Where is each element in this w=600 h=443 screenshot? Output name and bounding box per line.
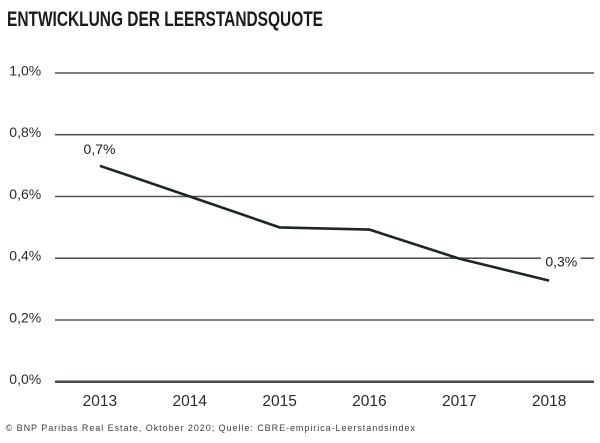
svg-text:2015: 2015 [262,393,296,410]
svg-text:0,8%: 0,8% [9,124,41,140]
svg-text:0,2%: 0,2% [9,309,41,325]
svg-text:2018: 2018 [532,393,566,410]
svg-text:0,4%: 0,4% [9,248,41,264]
svg-text:© BNP Paribas Real Estate, Okt: © BNP Paribas Real Estate, Oktober 2020;… [6,423,416,433]
svg-text:2017: 2017 [442,393,476,410]
svg-text:0,7%: 0,7% [84,141,116,157]
svg-text:2014: 2014 [173,393,208,410]
svg-text:ENTWICKLUNG DER LEERSTANDSQUOT: ENTWICKLUNG DER LEERSTANDSQUOTE [7,7,323,31]
svg-text:1,0%: 1,0% [9,62,41,78]
svg-text:0,0%: 0,0% [9,371,41,387]
svg-text:0,3%: 0,3% [545,254,577,270]
svg-text:0,6%: 0,6% [9,186,41,202]
svg-text:2013: 2013 [83,393,117,410]
svg-text:2016: 2016 [352,393,386,410]
